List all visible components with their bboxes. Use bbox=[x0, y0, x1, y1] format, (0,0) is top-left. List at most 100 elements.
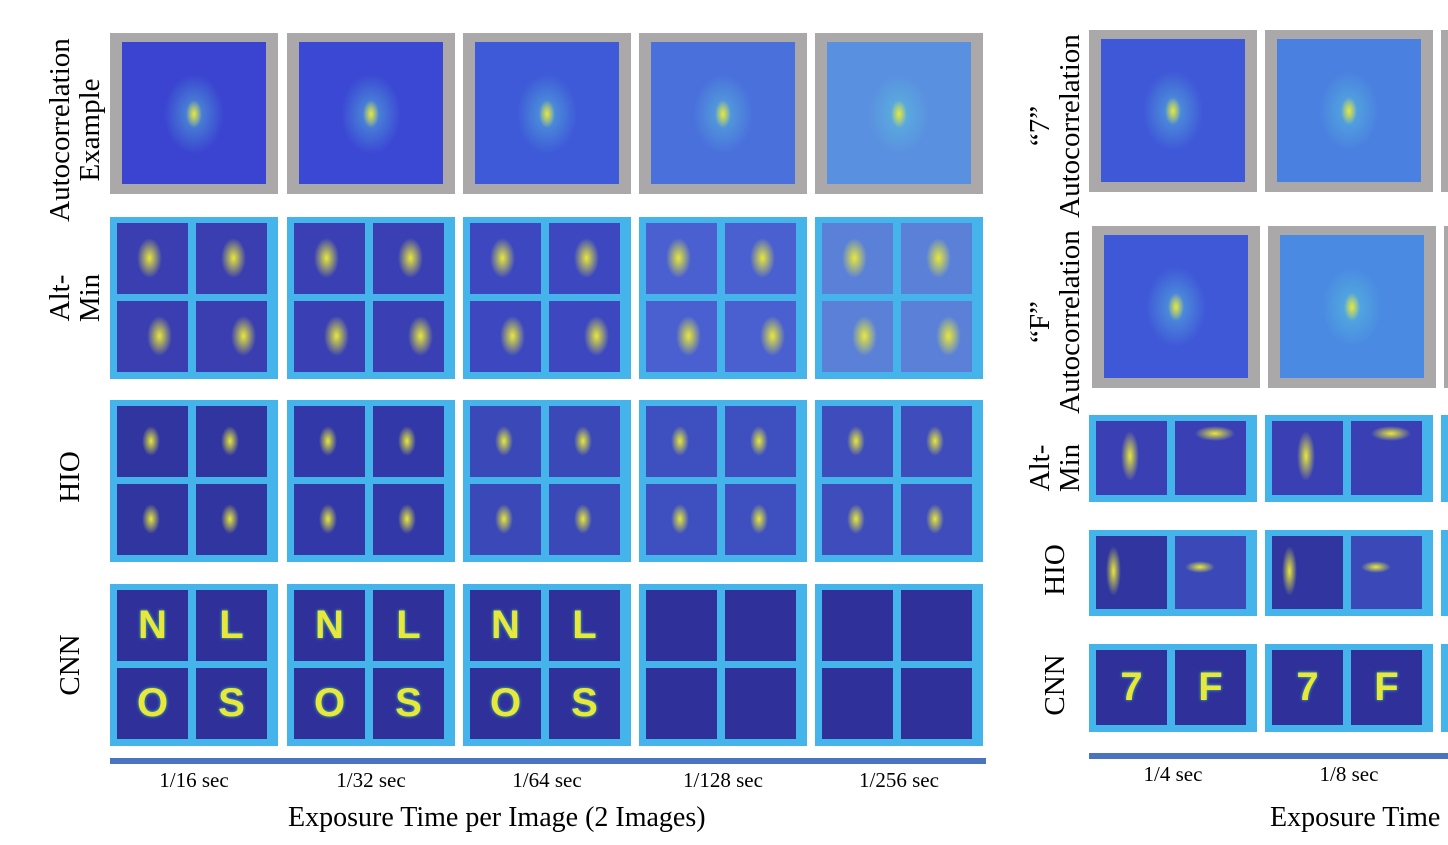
autocorrelation-image bbox=[299, 42, 443, 184]
altmin-tile bbox=[1265, 415, 1433, 502]
right-row-label-altmin: Alt- Min bbox=[1024, 418, 1086, 518]
image-feature bbox=[852, 316, 877, 356]
letter: N bbox=[138, 603, 167, 647]
reconstruction-image: 7 bbox=[1272, 650, 1343, 725]
altmin-tile bbox=[110, 217, 278, 379]
reconstruction-image bbox=[294, 406, 365, 477]
image-feature bbox=[500, 316, 525, 356]
image-feature bbox=[408, 316, 433, 356]
left-row-label-hio: HIO bbox=[54, 451, 86, 503]
letter: L bbox=[219, 603, 244, 647]
cnn-tile bbox=[815, 584, 983, 746]
autocorrelation-tile bbox=[639, 33, 807, 194]
image-feature bbox=[186, 99, 202, 128]
reconstruction-image bbox=[725, 668, 796, 739]
image-feature bbox=[926, 504, 944, 534]
image-feature bbox=[842, 238, 867, 278]
autocorrelation-image bbox=[1277, 39, 1421, 182]
reconstruction-image bbox=[117, 406, 188, 477]
reconstruction-image bbox=[822, 223, 893, 294]
reconstruction-image: L bbox=[373, 590, 444, 661]
cnn-tile bbox=[639, 584, 807, 746]
image-feature bbox=[137, 238, 162, 278]
letter: S bbox=[395, 681, 422, 725]
altmin-tile bbox=[815, 217, 983, 379]
reconstruction-image bbox=[822, 406, 893, 477]
reconstruction-image bbox=[196, 223, 267, 294]
image-feature bbox=[676, 316, 701, 356]
reconstruction-image bbox=[294, 301, 365, 372]
reconstruction-image: N bbox=[117, 590, 188, 661]
autocorrelation-tile bbox=[287, 33, 455, 194]
reconstruction-image bbox=[646, 406, 717, 477]
altmin-tile bbox=[463, 217, 631, 379]
image-feature bbox=[1361, 561, 1391, 573]
image-feature bbox=[1165, 97, 1181, 125]
reconstruction-image bbox=[549, 406, 620, 477]
autocorrelation-image bbox=[1104, 235, 1248, 378]
f-autocorrelation-tile bbox=[1092, 226, 1260, 388]
cnn-tile: N L O S bbox=[110, 584, 278, 746]
image-feature bbox=[1371, 426, 1411, 441]
reconstruction-image bbox=[901, 668, 972, 739]
reconstruction-image bbox=[1351, 421, 1422, 495]
image-feature bbox=[926, 426, 944, 456]
hio-tile bbox=[287, 400, 455, 562]
autocorrelation-image bbox=[651, 42, 795, 184]
reconstruction-image: L bbox=[549, 590, 620, 661]
image-feature bbox=[398, 504, 416, 534]
reconstruction-image bbox=[646, 668, 717, 739]
reconstruction-image: S bbox=[196, 668, 267, 739]
letter: 7 bbox=[1296, 665, 1319, 709]
autocorrelation-image bbox=[1280, 235, 1424, 378]
reconstruction-image bbox=[901, 590, 972, 661]
7-autocorrelation-tile-clipped bbox=[1441, 30, 1448, 192]
reconstruction-image bbox=[549, 223, 620, 294]
image-feature bbox=[574, 426, 592, 456]
f-autocorrelation-tile bbox=[1268, 226, 1436, 388]
letter: N bbox=[315, 603, 344, 647]
letter: F bbox=[1374, 665, 1399, 709]
reconstruction-image bbox=[822, 484, 893, 555]
reconstruction-image bbox=[1351, 536, 1422, 609]
exposure-time-label: 1/256 sec bbox=[859, 768, 939, 792]
right-axis-title: Exposure Time bbox=[1270, 802, 1441, 833]
reconstruction-image bbox=[373, 484, 444, 555]
7-autocorrelation-tile bbox=[1265, 30, 1433, 192]
image-feature bbox=[891, 99, 907, 128]
letter: N bbox=[491, 603, 520, 647]
reconstruction-image bbox=[901, 223, 972, 294]
label-line: “F” bbox=[1024, 301, 1056, 343]
reconstruction-image bbox=[117, 301, 188, 372]
reconstruction-image bbox=[1272, 421, 1343, 495]
reconstruction-image bbox=[646, 301, 717, 372]
image-feature bbox=[750, 426, 768, 456]
reconstruction-image bbox=[822, 301, 893, 372]
image-feature bbox=[847, 504, 865, 534]
autocorrelation-tile bbox=[110, 33, 278, 194]
reconstruction-image bbox=[294, 223, 365, 294]
image-feature bbox=[936, 316, 961, 356]
image-feature bbox=[750, 504, 768, 534]
image-feature bbox=[495, 504, 513, 534]
hio-tile bbox=[815, 400, 983, 562]
reconstruction-image bbox=[470, 406, 541, 477]
image-feature bbox=[231, 316, 256, 356]
label-line: Min bbox=[74, 273, 106, 323]
reconstruction-image bbox=[470, 301, 541, 372]
exposure-time-label: 1/8 sec bbox=[1319, 762, 1379, 786]
autocorrelation-tile bbox=[815, 33, 983, 194]
label-line: Min bbox=[1054, 443, 1086, 493]
reconstruction-image bbox=[196, 484, 267, 555]
hio-tile bbox=[639, 400, 807, 562]
autocorrelation-image bbox=[122, 42, 266, 184]
left-row-label-autocorrelation: Autocorrelation Example bbox=[44, 30, 106, 230]
right-row-label-hio: HIO bbox=[1039, 544, 1071, 596]
image-feature bbox=[363, 99, 379, 128]
image-feature bbox=[319, 504, 337, 534]
altmin-tile bbox=[287, 217, 455, 379]
reconstruction-image bbox=[822, 668, 893, 739]
reconstruction-image bbox=[373, 301, 444, 372]
